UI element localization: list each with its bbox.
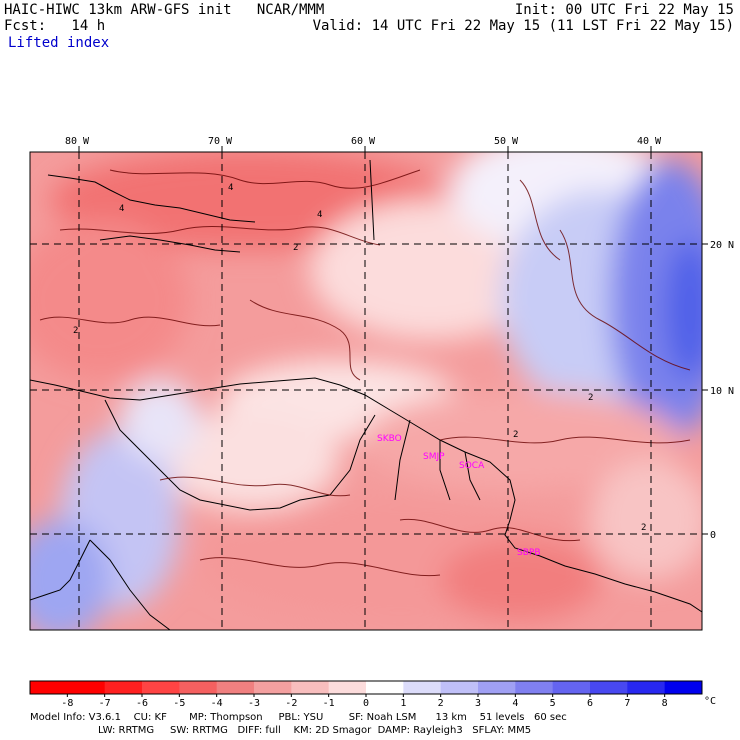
station-skbo: SKBO bbox=[377, 434, 402, 444]
lon-label-60w: 60 W bbox=[351, 136, 376, 147]
station-smjp: SMJP bbox=[423, 452, 445, 462]
header-line2-right: Valid: 14 UTC Fri 22 May 15 (11 LST Fri … bbox=[312, 18, 734, 34]
colorbar-swatch bbox=[179, 681, 218, 694]
contour-label: 2 bbox=[641, 523, 646, 533]
colorbar-tick-label: 0 bbox=[363, 698, 369, 709]
colorbar-swatch bbox=[478, 681, 516, 694]
colorbar-swatch bbox=[366, 681, 404, 694]
colorbar-tick-label: 5 bbox=[550, 698, 556, 709]
coastline bbox=[30, 159, 702, 613]
colorbar-swatch bbox=[552, 681, 591, 694]
colorbar-swatch bbox=[515, 681, 554, 694]
colorbar-swatch bbox=[664, 681, 703, 694]
model-info-line1: Model Info: V3.6.1 CU: KF MP: Thompson P… bbox=[30, 712, 567, 723]
contour-label: 2 bbox=[73, 326, 78, 336]
contour-label: 2 bbox=[293, 243, 298, 253]
colorbar-tick-label: 3 bbox=[475, 698, 481, 709]
colorbar-swatch bbox=[104, 681, 143, 694]
colorbar-swatch bbox=[216, 681, 255, 694]
header-line1-left: HAIC-HIWC 13km ARW-GFS init NCAR/MMM bbox=[4, 2, 325, 18]
lon-label-70w: 70 W bbox=[208, 136, 233, 147]
colorbar-tick-label: -7 bbox=[99, 698, 111, 709]
lat-label-0: 0 bbox=[710, 530, 716, 541]
model-info-line2: LW: RRTMG SW: RRTMG DIFF: full KM: 2D Sm… bbox=[98, 725, 532, 736]
contour-label: 4 bbox=[228, 183, 233, 193]
contour-labels: 4 4 4 2 2 2 2 2 bbox=[73, 183, 646, 533]
lon-label-40w: 40 W bbox=[637, 136, 662, 147]
colorbar-unit: °C bbox=[704, 696, 716, 707]
colorbar-tick-label: 4 bbox=[512, 698, 518, 709]
lat-label-10n: 10 N bbox=[710, 386, 734, 397]
header-line1-right: Init: 00 UTC Fri 22 May 15 bbox=[514, 2, 734, 18]
lon-label-80w: 80 W bbox=[65, 136, 90, 147]
lat-label-20n: 20 N bbox=[710, 240, 734, 251]
colorbar-swatch bbox=[328, 681, 367, 694]
colorbar-swatch bbox=[30, 681, 68, 694]
colorbar-tick-label: -3 bbox=[248, 698, 260, 709]
colorbar-tick-label: -2 bbox=[285, 698, 297, 709]
map-field: 4 4 4 2 2 2 2 2 SKBO SMJP SOCA SBPB bbox=[30, 152, 702, 630]
colorbar-swatch bbox=[627, 681, 666, 694]
colorbar-swatch bbox=[142, 681, 180, 694]
colorbar-swatch bbox=[440, 681, 479, 694]
colorbar-tick-label: 6 bbox=[587, 698, 593, 709]
colorbar-swatch bbox=[67, 681, 106, 694]
contour-label: 2 bbox=[588, 393, 593, 403]
station-sbpb: SBPB bbox=[517, 548, 541, 558]
station-soca: SOCA bbox=[459, 461, 485, 471]
lon-ticks bbox=[78, 146, 708, 535]
colorbar-swatch bbox=[254, 681, 292, 694]
header-line2-left: Fcst: 14 h bbox=[4, 18, 106, 34]
graticule bbox=[30, 152, 702, 630]
colorbar-tick-label: -8 bbox=[61, 698, 73, 709]
colorbar-tick-label: -5 bbox=[173, 698, 185, 709]
colorbar-tick-label: -1 bbox=[323, 698, 335, 709]
contour-label: 4 bbox=[119, 204, 124, 214]
colorbar-tick-label: 2 bbox=[438, 698, 444, 709]
map-frame bbox=[29, 151, 703, 631]
colorbar: -8 -7 -6 -5 -4 -3 -2 -1 0 1 2 3 4 5 6 7 8 °C bbox=[29, 680, 716, 709]
colorbar-swatch bbox=[291, 681, 330, 694]
colorbar-tick-label: -4 bbox=[211, 698, 223, 709]
colorbar-tick-label: 8 bbox=[662, 698, 668, 709]
colorbar-tick-label: 1 bbox=[400, 698, 406, 709]
colorbar-swatch bbox=[403, 681, 442, 694]
station-markers: SKBO SMJP SOCA SBPB bbox=[377, 434, 541, 558]
field-title: Lifted index bbox=[8, 35, 110, 51]
lon-label-50w: 50 W bbox=[494, 136, 519, 147]
borders bbox=[89, 399, 481, 630]
contours bbox=[39, 169, 691, 577]
colorbar-swatch bbox=[590, 681, 628, 694]
colorbar-tick-label: -6 bbox=[136, 698, 148, 709]
contour-label: 4 bbox=[317, 210, 322, 220]
colorbar-tick-label: 7 bbox=[624, 698, 630, 709]
contour-label: 2 bbox=[513, 430, 518, 440]
